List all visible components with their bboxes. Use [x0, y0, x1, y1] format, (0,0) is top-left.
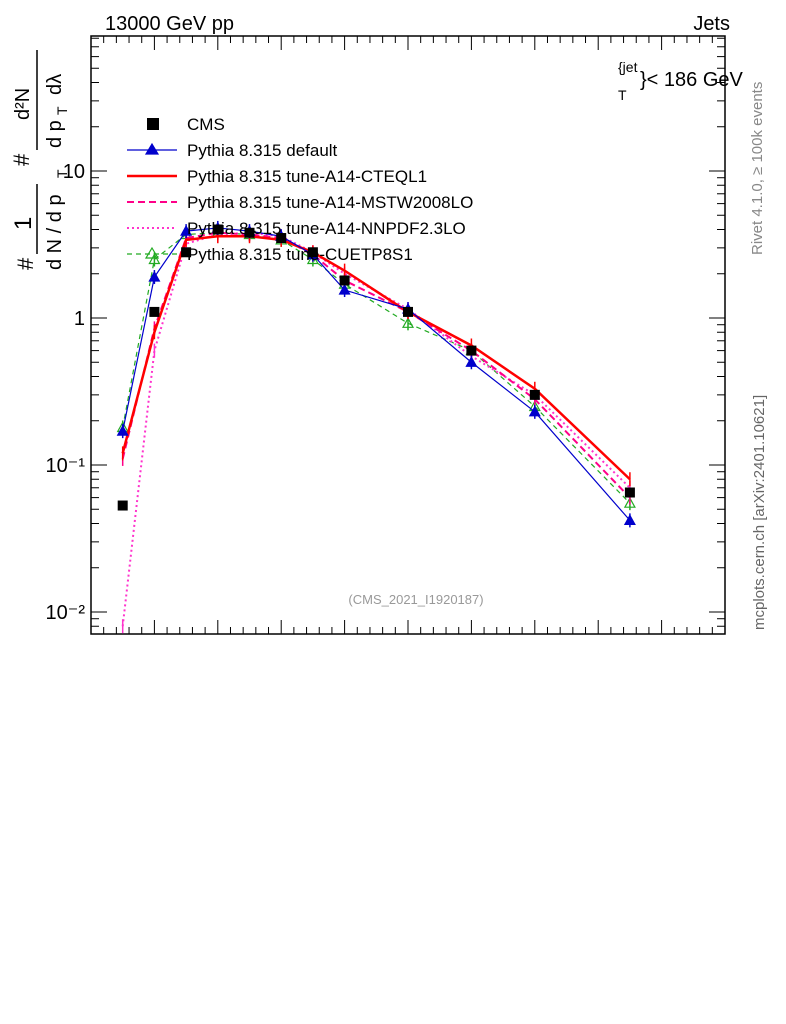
rivet-version-label: Rivet 4.1.0, ≥ 100k events	[749, 82, 766, 255]
header-collision-label: 13000 GeV pp	[105, 13, 234, 35]
cms-data-point	[276, 233, 287, 244]
analysis-watermark: (CMS_2021_I1920187)	[348, 592, 483, 607]
series-marker	[338, 283, 351, 295]
legend-label: Pythia 8.315 tune-A14-CTEQL1	[187, 167, 427, 186]
series-nnpdf	[121, 225, 631, 634]
series-marker	[528, 405, 541, 417]
cut-label-main: }< 186 GeV	[640, 69, 744, 91]
series-cteql1	[121, 229, 631, 487]
ylabel-dn: d N / d p	[44, 194, 66, 270]
series-line	[121, 231, 631, 627]
legend: CMS Pythia 8.315 default Pythia 8.315 tune…	[127, 115, 473, 264]
ylabel-hash-mid: #	[9, 153, 34, 166]
mcplots-credit-label: mcplots.cern.ch [arXiv:2401.10621]	[751, 395, 768, 630]
legend-marker	[144, 246, 160, 259]
x-axis-ticks	[90, 36, 726, 634]
series-marker	[180, 224, 193, 236]
cms-data-point	[529, 389, 540, 400]
series-marker	[148, 253, 161, 265]
cms-data-point	[624, 487, 635, 498]
cms-data-point	[339, 275, 350, 286]
y-axis-ticks: 10⁻² 10⁻¹ 1 10	[46, 37, 725, 627]
cms-data-point	[403, 306, 413, 317]
series-cuetp	[116, 225, 636, 511]
y-axis-label: # 1 d N / d p T # d²N d p T dλ	[9, 50, 70, 270]
cut-label-superscript: {jet	[618, 59, 638, 75]
series-marker	[623, 514, 636, 525]
series-marker	[116, 424, 129, 436]
legend-entry-cuetp: Pythia 8.315 tune-CUETP8S1	[127, 245, 413, 264]
legend-marker	[147, 118, 159, 130]
ylabel-sub-t1: T	[54, 169, 70, 178]
legend-marker	[144, 142, 160, 155]
legend-entry-cms: CMS	[147, 115, 225, 134]
cut-label-subscript: T	[618, 87, 627, 103]
legend-entry-cteql1: Pythia 8.315 tune-A14-CTEQL1	[127, 167, 427, 186]
cms-data-point	[244, 227, 255, 238]
ylabel-d2n: d²N	[12, 88, 34, 120]
series-marker	[465, 356, 478, 367]
ylabel-dlambda: dλ	[44, 74, 66, 95]
cms-data-point	[117, 500, 128, 511]
series-marker	[623, 496, 636, 508]
ylabel-sub-t2: T	[54, 106, 70, 115]
series-line	[122, 227, 631, 521]
ylabel-one: 1	[10, 217, 37, 230]
ylabel-hash-top: #	[13, 257, 38, 270]
legend-entry-nnpdf: Pythia 8.315 tune-A14-NNPDF2.3LO	[127, 219, 466, 238]
y-tick-label: 10	[63, 161, 85, 183]
series-line	[121, 234, 631, 481]
legend-label: Pythia 8.315 tune-A14-NNPDF2.3LO	[187, 219, 466, 238]
legend-entry-default: Pythia 8.315 default	[127, 141, 338, 160]
cms-data-point	[181, 247, 192, 258]
legend-label: Pythia 8.315 tune-CUETP8S1	[187, 245, 413, 264]
series-mstw	[121, 225, 631, 505]
series-layer	[116, 220, 636, 634]
cms-data-point	[307, 247, 318, 258]
legend-entry-mstw: Pythia 8.315 tune-A14-MSTW2008LO	[127, 193, 473, 212]
legend-label: Pythia 8.315 tune-A14-MSTW2008LO	[187, 193, 473, 212]
y-tick-label: 10⁻²	[46, 602, 86, 624]
series-line	[121, 231, 631, 499]
series-cms	[117, 224, 635, 511]
cms-data-point	[212, 224, 223, 235]
legend-label: Pythia 8.315 default	[187, 141, 338, 160]
cms-data-point	[466, 345, 477, 356]
y-tick-label: 1	[74, 308, 85, 330]
series-marker	[401, 317, 415, 328]
series-marker	[148, 270, 161, 282]
legend-label: CMS	[187, 115, 225, 134]
ylabel-dpt: d p	[44, 120, 66, 148]
series-default	[116, 220, 636, 528]
cms-data-point	[149, 306, 160, 317]
header-jets-label: Jets	[693, 13, 730, 35]
series-line	[122, 232, 631, 504]
y-tick-label: 10⁻¹	[46, 455, 86, 477]
